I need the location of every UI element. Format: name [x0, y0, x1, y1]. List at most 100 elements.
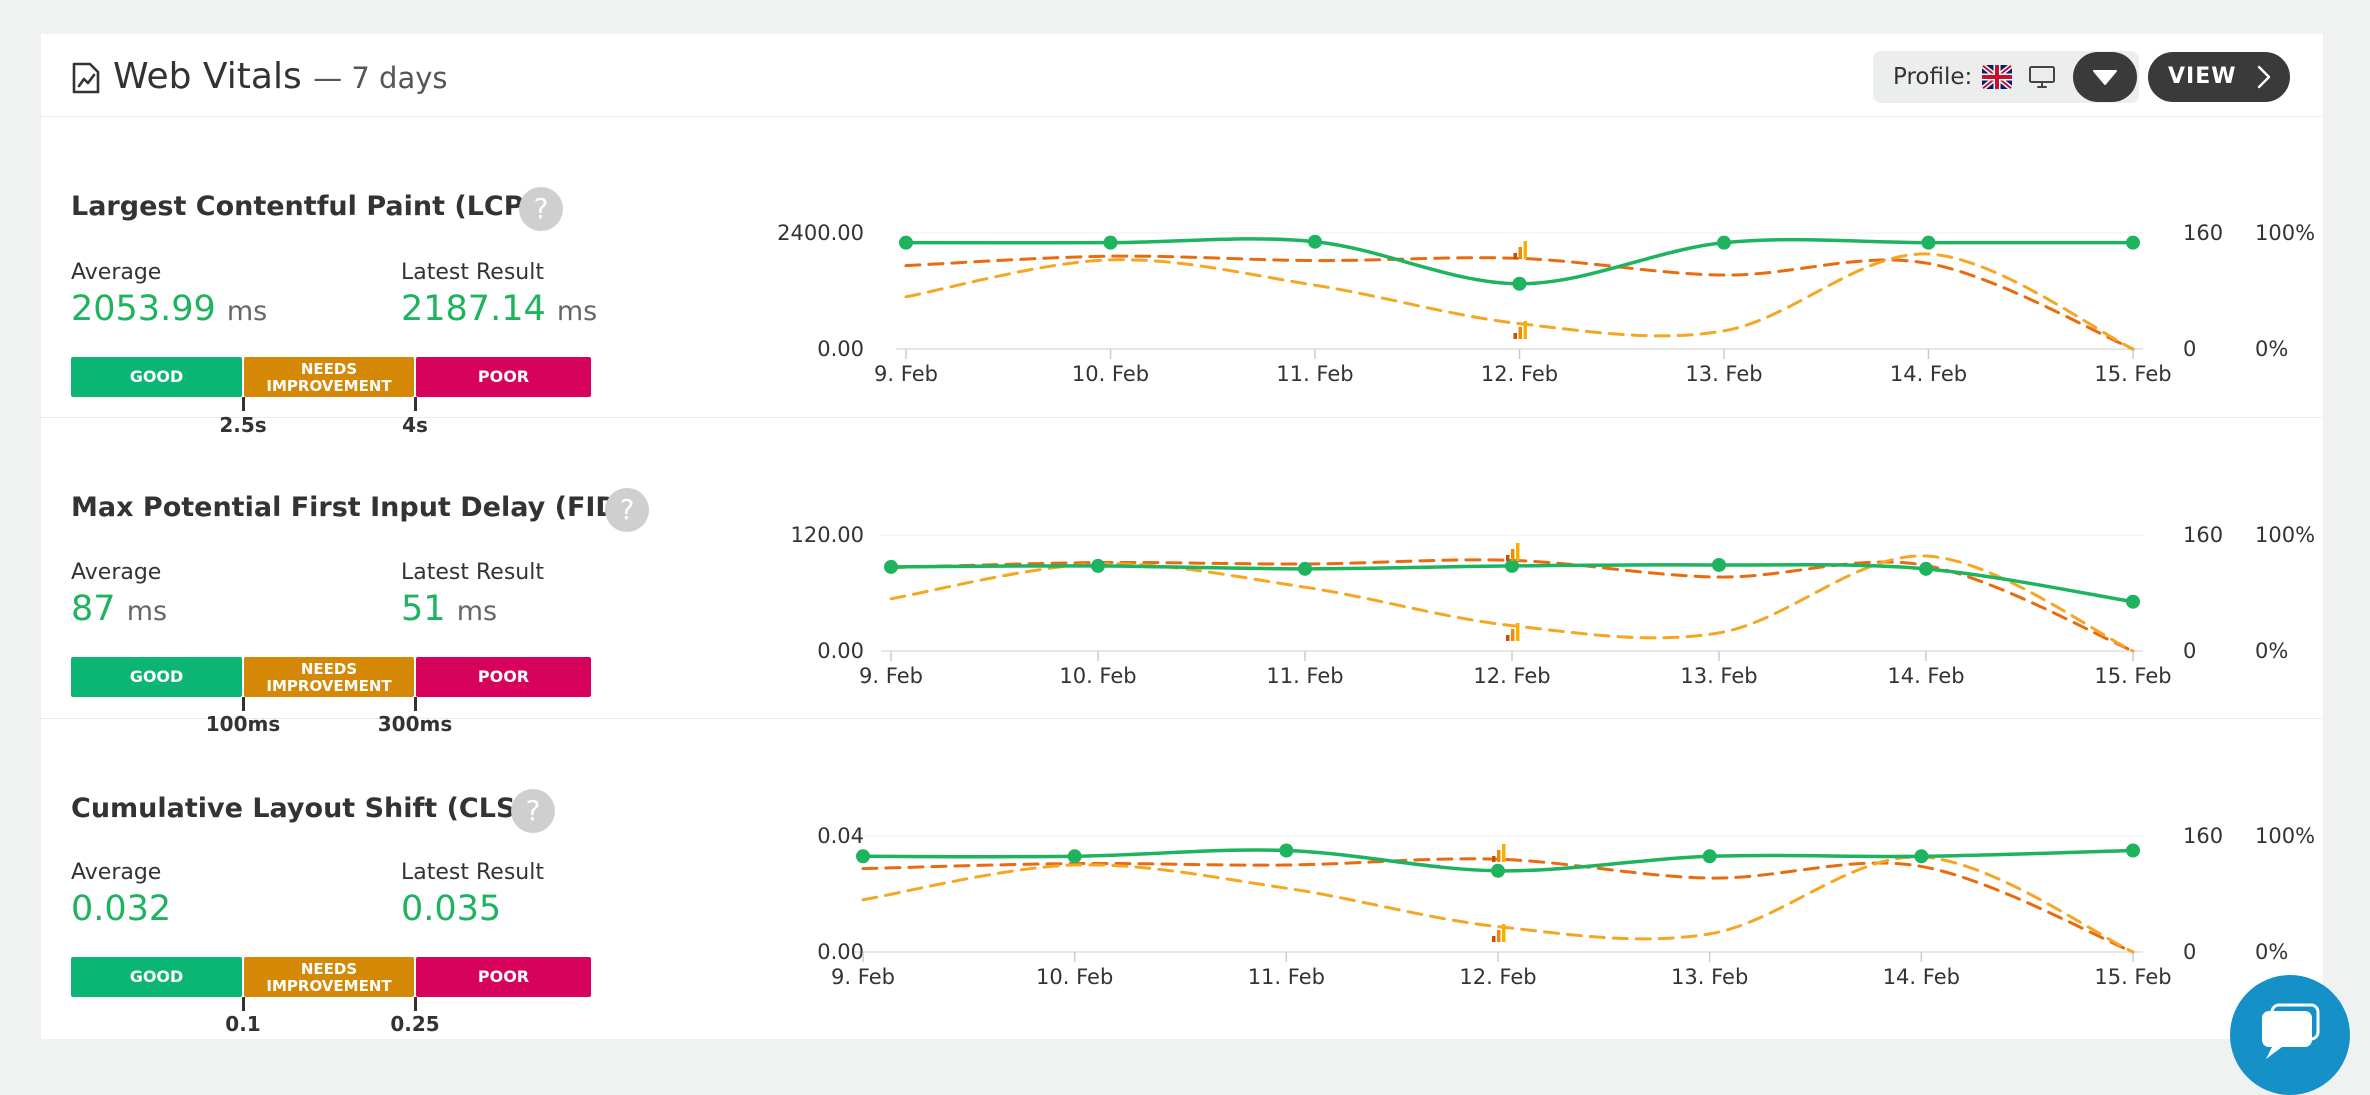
y-left-tick-label: 0.00 — [817, 940, 864, 964]
uk-flag-icon — [1982, 65, 2012, 89]
average-value: 87 ms — [71, 589, 167, 629]
data-point — [1914, 849, 1929, 864]
ni-line-1: NEEDS — [300, 660, 358, 678]
profile-selector[interactable]: Profile: — [1873, 51, 2139, 103]
y-mid-tick-label: 160 — [2183, 221, 2223, 245]
page-title: Web Vitals — 7 days — [113, 56, 448, 97]
latest-result-label: Latest Result — [401, 560, 544, 585]
data-point — [1512, 276, 1527, 291]
data-point — [1702, 849, 1717, 864]
data-point — [856, 849, 870, 864]
latest-result-label: Latest Result — [401, 260, 544, 285]
help-icon[interactable]: ? — [605, 488, 649, 532]
ni-line-2: IMPROVEMENT — [266, 677, 392, 695]
y-mid-tick-label: 0 — [2183, 639, 2196, 663]
web-vitals-panel: Web Vitals — 7 days Profile: VIEW — [41, 34, 2323, 1039]
data-point — [899, 235, 913, 250]
average-number: 87 — [71, 589, 116, 629]
x-tick-label: 12. Feb — [1473, 664, 1550, 688]
caret-down-icon — [2093, 70, 2117, 85]
chat-widget-button[interactable] — [2230, 975, 2350, 1095]
annotation-marker[interactable] — [1513, 321, 1528, 339]
data-point — [1298, 561, 1312, 576]
y-mid-tick-label: 160 — [2183, 523, 2223, 547]
threshold-2-label: 0.25 — [390, 1012, 440, 1036]
annotation-bar — [1502, 924, 1506, 942]
annotation-bar — [1518, 247, 1522, 259]
y-right-tick-label: 0% — [2255, 639, 2288, 663]
desktop-icon — [2029, 66, 2055, 88]
annotation-bar — [1492, 936, 1496, 942]
chart-file-icon — [72, 62, 100, 94]
y-left-tick-label: 2400.00 — [777, 221, 864, 245]
annotation-bar — [1502, 844, 1506, 862]
y-left-tick-label: 0.04 — [817, 824, 864, 848]
x-tick-label: 11. Feb — [1276, 362, 1353, 386]
annotation-bar — [1506, 555, 1510, 561]
data-point — [1505, 558, 1519, 573]
good-segment: GOOD — [71, 957, 242, 997]
latest-unit: ms — [456, 596, 498, 627]
data-point — [1308, 234, 1322, 249]
needs-improvement-segment: NEEDS IMPROVEMENT — [244, 957, 414, 997]
annotation-bar — [1516, 543, 1520, 561]
y-right-tick-label: 0% — [2255, 940, 2288, 964]
average-number: 2053.99 — [71, 289, 216, 329]
fid-chart-svg: 120.00 0.00 160 0 100% 0% 9. Feb 10. Feb 11. Feb… — [791, 523, 2316, 688]
data-point — [1279, 843, 1294, 858]
good-segment: GOOD — [71, 657, 242, 697]
threshold-tick — [414, 397, 417, 411]
data-point — [2126, 235, 2140, 250]
annotation-bar — [1516, 623, 1520, 641]
threshold-tick — [242, 997, 245, 1011]
view-button-label: VIEW — [2168, 64, 2237, 89]
threshold-tick — [242, 397, 245, 411]
threshold-1-label: 2.5s — [219, 413, 267, 437]
threshold-scale: GOOD NEEDS IMPROVEMENT POOR 100ms 300ms — [71, 657, 591, 736]
threshold-1-label: 100ms — [205, 712, 281, 736]
average-label: Average — [71, 560, 162, 585]
annotation-marker[interactable] — [1492, 924, 1506, 942]
data-point — [2126, 843, 2140, 858]
metric-name: Largest Contentful Paint (LCP) — [71, 191, 536, 222]
x-tick-label: 11. Feb — [1266, 664, 1343, 688]
data-point — [1717, 235, 1731, 250]
ni-line-1: NEEDS — [300, 360, 358, 378]
ni-line-2: IMPROVEMENT — [266, 977, 392, 995]
annotation-bar — [1518, 327, 1522, 339]
lcp-chart: 2400.00 0.00 160 0 100% 0% 9. Feb 10. Feb 11. Fe… — [721, 117, 2323, 417]
help-icon[interactable]: ? — [511, 789, 555, 833]
y-right-tick-label: 100% — [2255, 824, 2315, 848]
x-tick-label: 15. Feb — [2094, 965, 2171, 989]
y-right-tick-label: 100% — [2255, 221, 2315, 245]
metric-name: Max Potential First Input Delay (FID) — [71, 492, 631, 523]
needs-improvement-segment: NEEDS IMPROVEMENT — [244, 357, 414, 397]
help-icon[interactable]: ? — [519, 187, 563, 231]
threshold-scale: GOOD NEEDS IMPROVEMENT POOR 2.5s 4s — [71, 357, 591, 437]
x-tick-label: 12. Feb — [1459, 965, 1536, 989]
annotation-marker[interactable] — [1492, 844, 1506, 862]
x-tick-label: 9. Feb — [874, 362, 938, 386]
threshold-tick — [242, 697, 245, 711]
average-label: Average — [71, 260, 162, 285]
threshold-tick — [414, 997, 417, 1011]
average-value: 2053.99 ms — [71, 289, 267, 329]
poor-segment: POOR — [416, 357, 591, 397]
lcp-chart-svg: 2400.00 0.00 160 0 100% 0% 9. Feb 10. Feb 11. Fe… — [777, 221, 2315, 386]
latest-value: 51 ms — [401, 589, 497, 629]
annotation-marker[interactable] — [1513, 241, 1528, 259]
poor-segment: POOR — [416, 957, 591, 997]
annotation-bar — [1497, 850, 1501, 862]
x-tick-label: 10. Feb — [1072, 362, 1149, 386]
data-point — [1712, 557, 1726, 572]
profile-dropdown-button[interactable] — [2073, 52, 2137, 102]
threshold-tick — [414, 697, 417, 711]
y-right-tick-label: 0% — [2255, 337, 2288, 361]
y-mid-tick-label: 0 — [2183, 940, 2196, 964]
metric-row-cls: Cumulative Layout Shift (CLS) ? Average … — [41, 719, 2323, 1036]
annotation-marker[interactable] — [1506, 543, 1520, 561]
annotation-bar — [1511, 549, 1515, 561]
annotation-marker[interactable] — [1506, 623, 1520, 641]
view-button[interactable]: VIEW — [2148, 52, 2290, 102]
panel-header: Web Vitals — 7 days Profile: VIEW — [41, 34, 2323, 117]
